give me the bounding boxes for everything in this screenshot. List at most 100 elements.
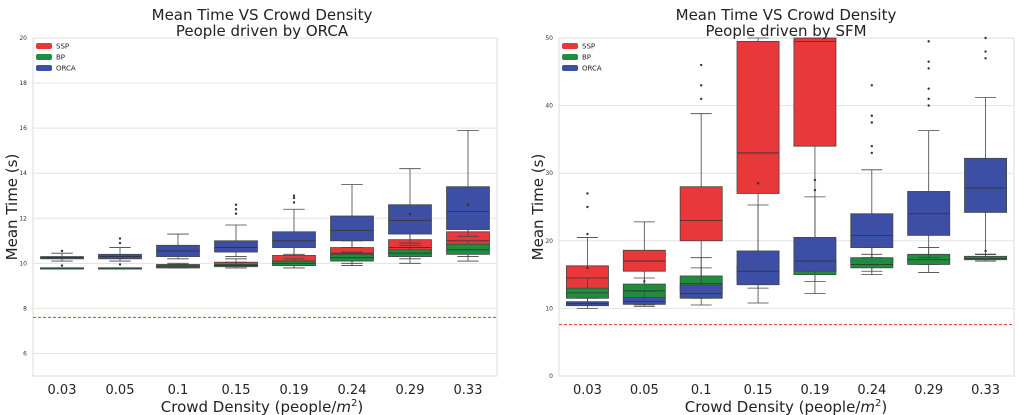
y-tick-label: 40 <box>545 103 553 110</box>
box-bp <box>330 251 374 264</box>
flier-point <box>870 151 874 155</box>
y-tick-label: 10 <box>545 305 553 312</box>
series-bp <box>40 240 490 270</box>
x-axis-label-exponent: 2 <box>875 398 881 409</box>
x-tick-label: 0.33 <box>971 383 1000 398</box>
y-tick-label: 0 <box>549 373 553 380</box>
y-tick-label: 20 <box>19 35 27 42</box>
flier-point <box>927 87 930 90</box>
x-tick-label: 0.19 <box>800 383 829 398</box>
box-ssp <box>793 37 837 272</box>
box-bp <box>214 261 258 269</box>
legend-label: BP <box>582 54 591 62</box>
flier-point <box>870 121 874 124</box>
flier-point <box>756 182 760 185</box>
flier-point <box>699 97 703 101</box>
chart-title: Mean Time VS Crowd Density <box>152 6 373 24</box>
box-bp <box>907 247 951 273</box>
flier-point <box>813 178 817 182</box>
x-axis-label: Crowd Density (people/m2) <box>685 398 887 415</box>
flier-point <box>118 237 122 240</box>
flier-point <box>586 205 589 209</box>
x-axis-label-text: Crowd Density (people/ <box>161 398 338 415</box>
box-body <box>964 157 1008 213</box>
y-tick-label: 10 <box>19 260 27 267</box>
flier-point <box>292 194 296 197</box>
box-orca <box>622 291 666 307</box>
flier-point <box>870 144 874 148</box>
x-axis-label-unit: m <box>336 398 351 415</box>
box-orca <box>330 184 374 248</box>
flier-point <box>60 249 64 253</box>
flier-point <box>699 63 703 67</box>
x-tick-label: 0.1 <box>168 383 189 398</box>
x-tick-label: 0.1 <box>691 383 712 398</box>
flier-point <box>118 241 122 245</box>
box-bp <box>98 267 142 270</box>
flier-point <box>118 263 122 266</box>
legend-swatch <box>562 43 578 49</box>
chart-panel-2: 0 10 20 30 40 50 0.03 0.05 0.1 0.15 0.19 0.24 0.29 0.… <box>529 6 1015 415</box>
box-bp <box>156 264 200 269</box>
box-bp <box>40 267 84 270</box>
box-ssp <box>446 220 490 262</box>
flier-point <box>927 97 930 101</box>
y-tick-label: 12 <box>19 215 27 222</box>
box-orca <box>565 297 609 309</box>
series-orca <box>40 129 490 267</box>
flier-point <box>984 50 987 53</box>
legend-swatch <box>562 54 578 60</box>
x-axis-label: Crowd Density (people/m2) <box>161 398 363 415</box>
box-body <box>736 40 780 194</box>
y-tick-label: 30 <box>545 170 553 177</box>
flier-point <box>699 84 703 87</box>
legend-label: ORCA <box>582 65 602 73</box>
flier-point <box>408 212 412 215</box>
y-tick-label: 14 <box>19 170 27 177</box>
x-tick-label: 0.24 <box>338 383 367 398</box>
flier-point <box>586 266 589 270</box>
box-orca <box>98 237 142 266</box>
box-bp <box>446 240 490 257</box>
flier-point <box>984 57 987 60</box>
box-ssp <box>736 37 780 279</box>
flier-point <box>466 203 470 206</box>
box-body <box>622 297 666 305</box>
x-axis-label-close: ) <box>357 398 363 415</box>
series-orca <box>565 36 1008 309</box>
flier-point <box>234 212 238 215</box>
x-tick-label: 0.03 <box>48 383 77 398</box>
box-orca <box>907 40 951 259</box>
y-tick-label: 20 <box>545 238 553 245</box>
box-orca <box>214 203 258 257</box>
legend: SSP BP ORCA <box>36 43 76 73</box>
chart-subtitle: People driven by ORCA <box>176 22 349 40</box>
box-body <box>679 186 723 242</box>
box-orca <box>272 194 316 255</box>
chart-subtitle: People driven by SFM <box>705 22 866 40</box>
box-body <box>736 250 780 286</box>
legend-swatch <box>36 65 52 71</box>
box-body <box>793 37 837 147</box>
flier-point <box>870 84 874 87</box>
y-axis-label: Mean Time (s) <box>3 154 21 261</box>
x-axis-label-exponent: 2 <box>351 398 357 409</box>
legend-label: SSP <box>582 43 595 51</box>
y-tick-label: 16 <box>19 125 27 132</box>
chart-title: Mean Time VS Crowd Density <box>676 6 897 24</box>
x-tick-label: 0.15 <box>744 383 773 398</box>
box-orca <box>736 182 780 304</box>
box-bp <box>388 244 432 260</box>
y-tick-label: 50 <box>545 35 553 42</box>
legend-label: ORCA <box>56 65 76 73</box>
legend-swatch <box>562 65 578 71</box>
box-orca <box>850 84 894 259</box>
box-body <box>388 204 432 235</box>
box-body <box>330 215 374 242</box>
box-body <box>214 240 258 253</box>
legend-label: SSP <box>56 43 69 51</box>
x-tick-label: 0.29 <box>396 383 425 398</box>
box-body <box>446 186 490 230</box>
x-tick-label: 0.24 <box>857 383 886 398</box>
